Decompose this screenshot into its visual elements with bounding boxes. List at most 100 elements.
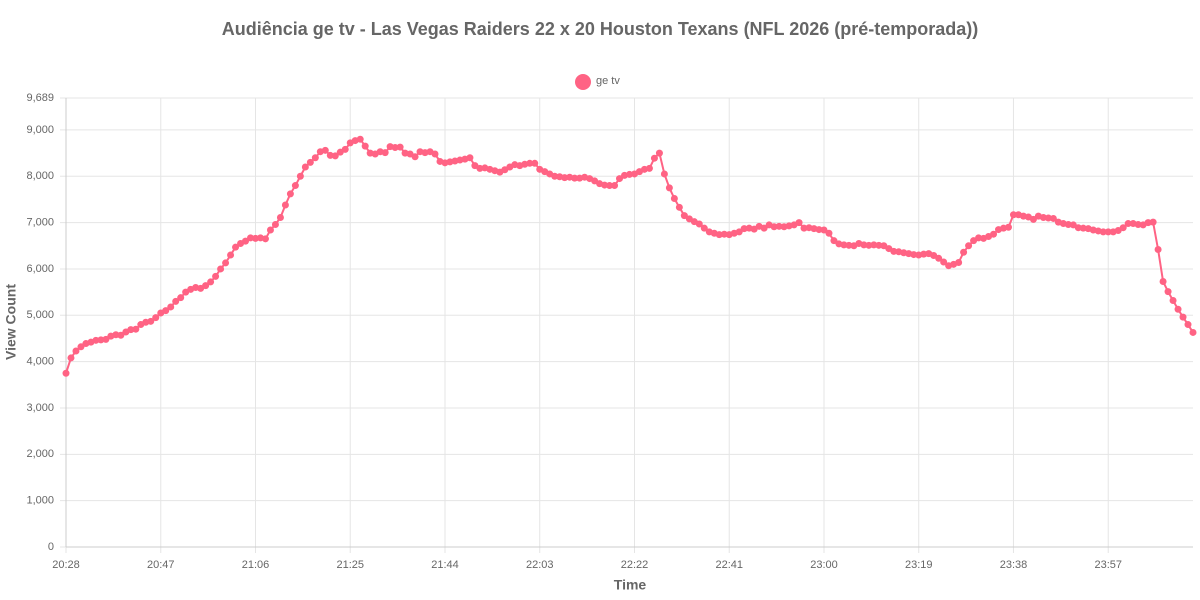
x-tick-label: 20:47 [147, 559, 175, 571]
data-point [331, 152, 339, 160]
data-point [680, 212, 688, 220]
y-tick-label: 7,000 [26, 217, 54, 229]
data-point [232, 243, 240, 251]
data-point [396, 143, 404, 151]
data-point [296, 172, 304, 180]
x-tick-label: 22:41 [715, 559, 743, 571]
y-tick-label: 9,000 [26, 124, 54, 136]
y-tick-label: 6,000 [26, 263, 54, 275]
data-point [660, 170, 668, 178]
x-tick-label: 23:19 [905, 559, 933, 571]
x-tick-label: 21:44 [431, 559, 459, 571]
y-tick-label: 1,000 [26, 495, 54, 507]
data-point [162, 307, 170, 315]
data-point [1174, 305, 1182, 313]
y-tick-label: 5,000 [26, 309, 54, 321]
data-point [311, 154, 319, 162]
data-point [266, 226, 274, 234]
data-point [321, 146, 329, 154]
data-point [271, 220, 279, 228]
data-point [940, 258, 948, 266]
data-point [67, 354, 75, 362]
y-tick-label: 2,000 [26, 448, 54, 460]
data-point [217, 265, 225, 273]
y-tick-label: 4,000 [26, 356, 54, 368]
data-point [132, 325, 140, 333]
legend-marker [575, 74, 591, 90]
x-tick-label: 21:06 [242, 559, 270, 571]
y-tick-label: 0 [48, 541, 54, 553]
x-tick-label: 22:22 [621, 559, 649, 571]
x-tick-label: 23:38 [1000, 559, 1028, 571]
data-point [526, 159, 534, 167]
data-point [207, 278, 215, 286]
data-point [1029, 215, 1037, 223]
data-point [1009, 211, 1017, 219]
data-point [1169, 296, 1177, 304]
data-point [616, 175, 624, 183]
data-point [1049, 214, 1057, 222]
data-point [72, 347, 80, 355]
data-point [1184, 321, 1192, 329]
data-point [1004, 223, 1012, 231]
data-point [795, 219, 803, 227]
data-point [665, 184, 673, 192]
data-point [606, 182, 614, 190]
data-point [117, 331, 125, 339]
data-point [261, 235, 269, 243]
legend-label: ge tv [596, 75, 620, 87]
data-point [1154, 245, 1162, 253]
data-point [1104, 228, 1112, 236]
data-point [820, 226, 828, 234]
data-point [177, 294, 185, 302]
data-point [356, 135, 364, 143]
data-point [276, 214, 284, 222]
data-point [655, 149, 663, 157]
data-point [172, 297, 180, 305]
data-point [935, 254, 943, 262]
data-point [147, 317, 155, 325]
y-axis-title: View Count [3, 284, 19, 360]
y-tick-label: 3,000 [26, 402, 54, 414]
x-tick-label: 20:28 [52, 559, 80, 571]
data-point [62, 369, 70, 377]
data-point [77, 343, 85, 351]
data-point [212, 272, 220, 280]
data-point [466, 154, 474, 162]
data-point [571, 174, 579, 182]
data-point [286, 190, 294, 198]
x-tick-label: 23:57 [1094, 559, 1122, 571]
data-point [675, 203, 683, 211]
data-point [222, 259, 230, 267]
data-point [281, 201, 289, 209]
x-tick-label: 23:00 [810, 559, 838, 571]
data-point [341, 145, 349, 153]
x-tick-label: 21:25 [336, 559, 364, 571]
data-point [301, 163, 309, 171]
data-point [830, 237, 838, 245]
data-point [695, 220, 703, 228]
data-point [645, 164, 653, 172]
data-point [102, 335, 110, 343]
data-point [242, 237, 250, 245]
data-point [152, 314, 160, 322]
data-point [1099, 228, 1107, 236]
y-tick-label: 9,689 [26, 92, 54, 104]
data-point [960, 248, 968, 256]
data-point [531, 159, 539, 167]
data-point [611, 182, 619, 190]
data-point [1179, 313, 1187, 321]
y-tick-label: 8,000 [26, 170, 54, 182]
data-point [381, 149, 389, 157]
data-point [306, 158, 314, 166]
data-point [670, 195, 678, 203]
data-point [411, 153, 419, 161]
data-point [167, 303, 175, 311]
data-point [431, 150, 439, 158]
data-point [735, 228, 743, 236]
data-point [650, 154, 658, 162]
data-point [1149, 218, 1157, 226]
data-point [1119, 224, 1127, 232]
data-point [1124, 220, 1132, 228]
